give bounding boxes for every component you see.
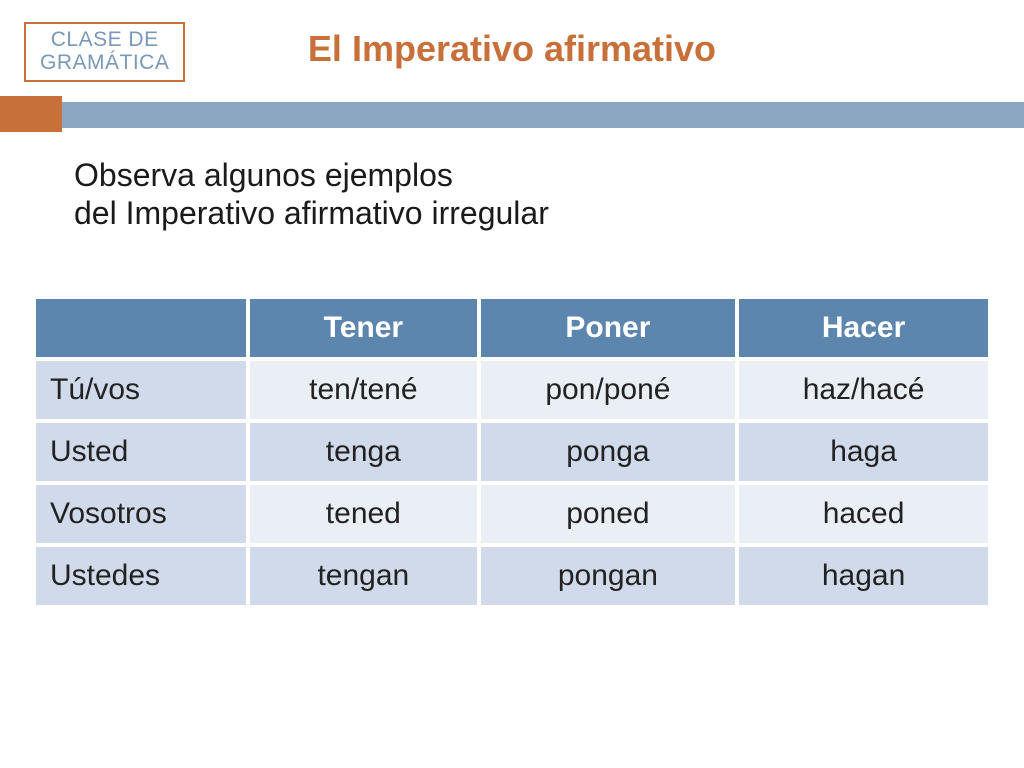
header: CLASE DE GRAMÁTICA El Imperativo afirmat…: [0, 0, 1024, 80]
cell: haga: [739, 423, 988, 481]
cell: pongan: [481, 547, 735, 605]
table-corner: [36, 299, 246, 357]
cell: haz/hacé: [739, 361, 988, 419]
intro-text: Observa algunos ejemplos del Imperativo …: [74, 156, 549, 233]
cell: tened: [250, 485, 477, 543]
intro-line1: Observa algunos ejemplos: [74, 156, 549, 194]
table-row: Vosotros tened poned haced: [36, 485, 988, 543]
intro-line2: del Imperativo afirmativo irregular: [74, 194, 549, 232]
divider-band: [0, 102, 1024, 128]
conjugation-table: Tener Poner Hacer Tú/vos ten/tené pon/po…: [32, 295, 992, 609]
cell: pon/poné: [481, 361, 735, 419]
col-header-hacer: Hacer: [739, 299, 988, 357]
cell: tenga: [250, 423, 477, 481]
table-row: Ustedes tengan pongan hagan: [36, 547, 988, 605]
cell: poned: [481, 485, 735, 543]
row-label: Usted: [36, 423, 246, 481]
table-row: Usted tenga ponga haga: [36, 423, 988, 481]
row-label: Vosotros: [36, 485, 246, 543]
page-title: El Imperativo afirmativo: [0, 28, 1024, 70]
col-header-poner: Poner: [481, 299, 735, 357]
table-row: Tú/vos ten/tené pon/poné haz/hacé: [36, 361, 988, 419]
cell: ten/tené: [250, 361, 477, 419]
row-label: Tú/vos: [36, 361, 246, 419]
row-label: Ustedes: [36, 547, 246, 605]
divider-accent: [0, 96, 62, 132]
col-header-tener: Tener: [250, 299, 477, 357]
table-header-row: Tener Poner Hacer: [36, 299, 988, 357]
cell: tengan: [250, 547, 477, 605]
cell: haced: [739, 485, 988, 543]
cell: ponga: [481, 423, 735, 481]
cell: hagan: [739, 547, 988, 605]
divider: [0, 96, 1024, 132]
